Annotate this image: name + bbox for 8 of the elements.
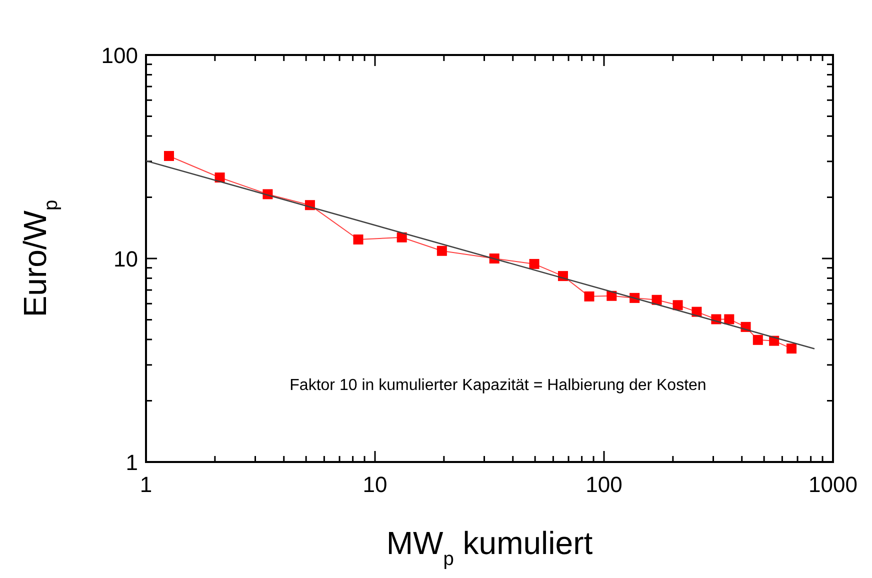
x-tick-label: 100	[586, 472, 622, 497]
y-tick-label: 10	[114, 246, 138, 272]
x-tick-label: 10	[362, 472, 388, 497]
y-tick-label: 1	[126, 450, 138, 475]
x-tick-label: 1000	[808, 472, 858, 497]
x-axis-title: MW$_{p}$ kumuliert	[386, 525, 593, 570]
y-tick-label: 100	[101, 43, 138, 68]
annotation: Faktor 10 in kumulierter Kapazität = Halbierung der Kosten	[290, 377, 706, 394]
